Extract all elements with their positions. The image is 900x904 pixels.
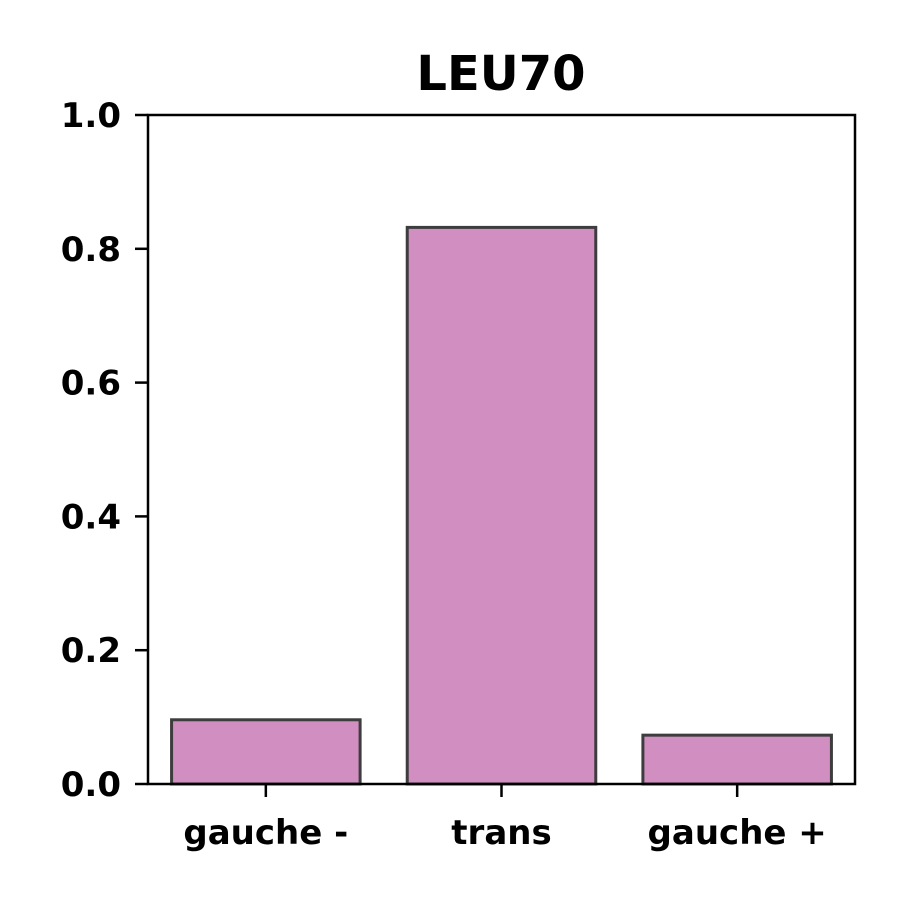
bar-gauche-plus (641, 733, 833, 786)
y-tick-label: 0.0 (61, 765, 121, 805)
y-tick-label: 0.6 (61, 364, 121, 404)
bar-gauche-minus (170, 718, 362, 786)
x-tick-label: trans (451, 813, 551, 853)
y-axis-ticks: 0.0 0.2 0.4 0.6 0.8 1.0 (61, 96, 148, 805)
y-tick-label: 0.4 (61, 497, 121, 537)
bar-trans (405, 225, 598, 786)
x-tick-label: gauche + (648, 813, 827, 853)
bars-layer (170, 225, 833, 786)
y-tick-label: 0.2 (61, 631, 121, 671)
x-tick-label: gauche - (183, 813, 348, 853)
y-tick-label: 0.8 (61, 230, 121, 270)
plot-frame (146, 113, 857, 786)
x-axis-ticks: gauche - trans gauche + (183, 784, 827, 853)
chart-title: LEU70 (416, 46, 585, 102)
y-tick-label: 1.0 (61, 96, 121, 136)
